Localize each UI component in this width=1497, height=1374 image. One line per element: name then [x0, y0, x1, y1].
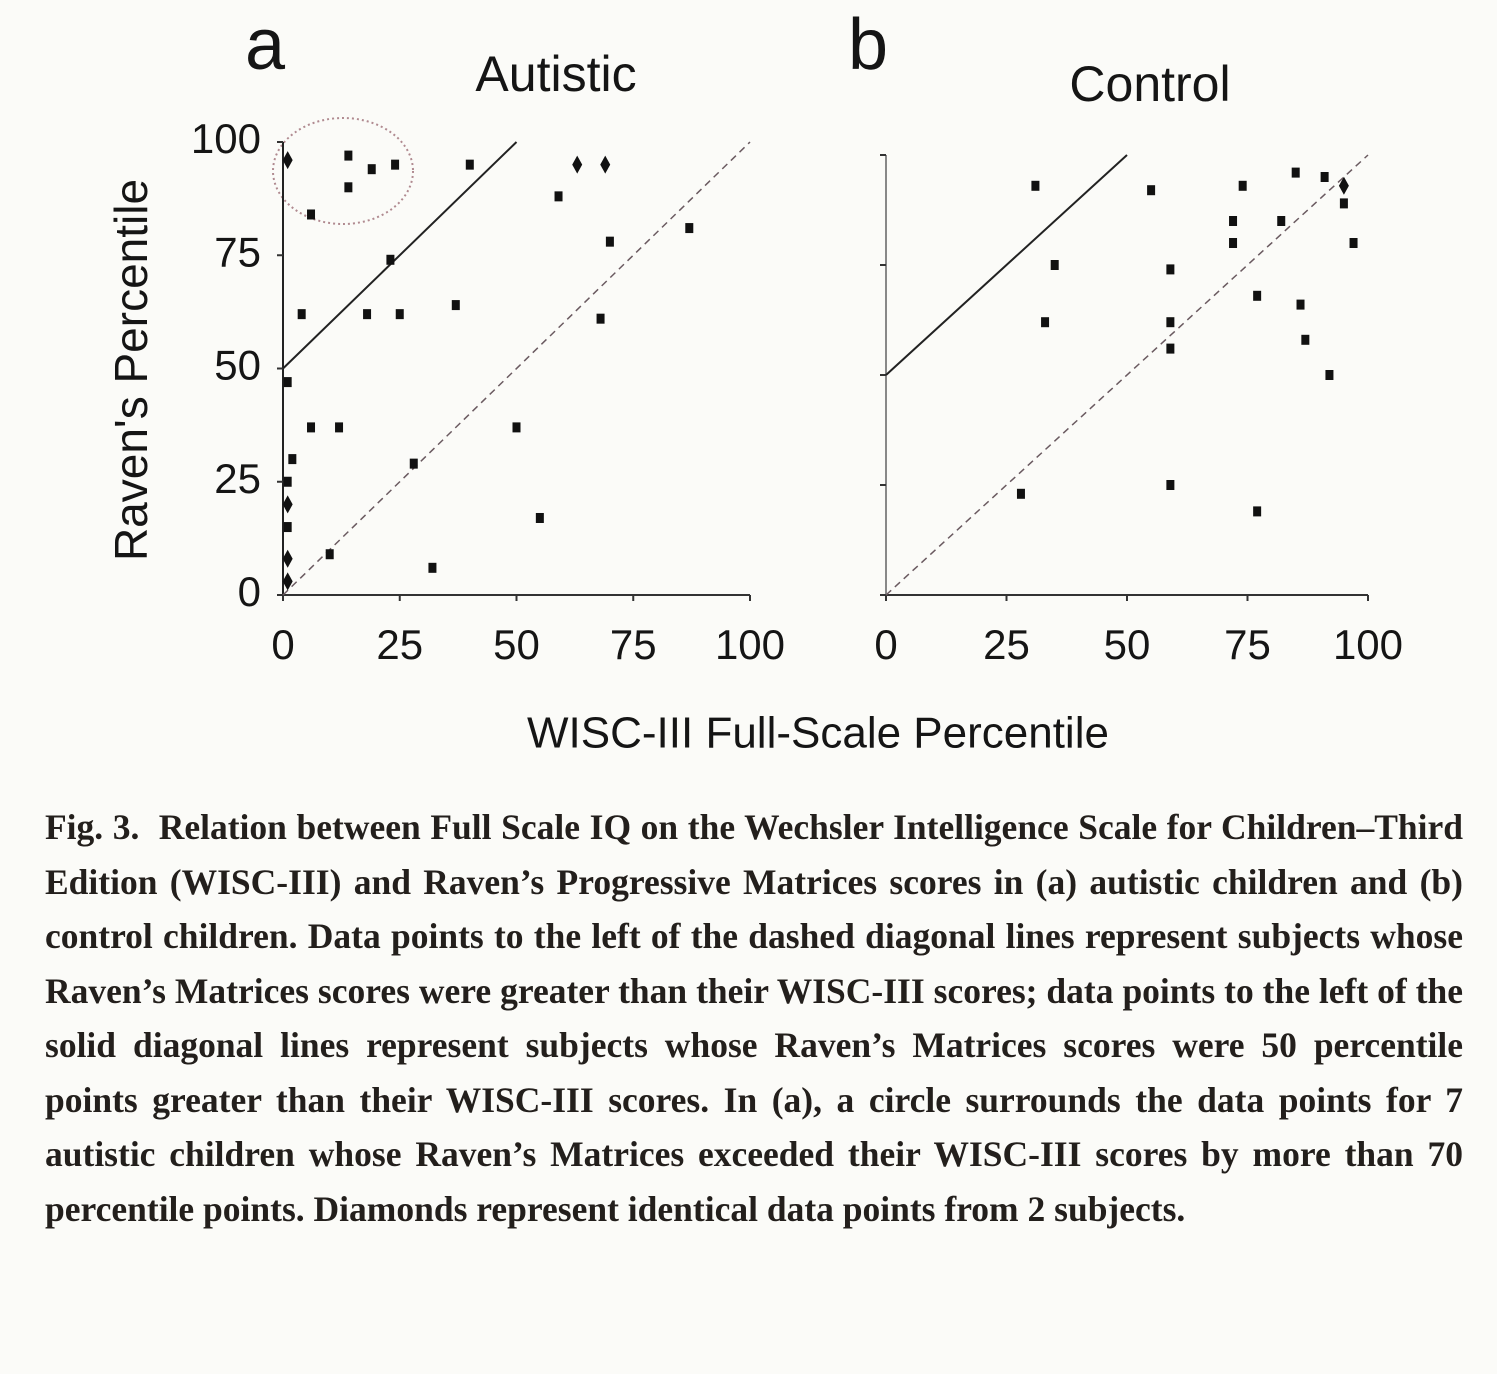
data-point [1301, 334, 1310, 345]
data-point-diamond [282, 495, 293, 514]
x-axis-label: WISC-III Full-Scale Percentile [527, 709, 1109, 758]
data-point [1041, 317, 1050, 328]
reference-line [282, 141, 751, 596]
data-point [1296, 299, 1305, 310]
y-tick-label: 0 [238, 568, 261, 615]
data-point [283, 522, 292, 533]
y-tick-label: 75 [214, 228, 261, 275]
data-point [1031, 180, 1040, 191]
data-point [428, 562, 437, 573]
panel-title: Autistic [475, 46, 636, 102]
figure: Raven's Percentile WISC-III Full-Scale P… [105, 5, 1403, 758]
reference-line [282, 141, 518, 370]
x-tick-label: 0 [271, 621, 294, 668]
data-point [1166, 480, 1175, 490]
data-point [1320, 172, 1329, 182]
caption: Fig. 3. Relation between Full Scale IQ o… [45, 800, 1463, 1236]
y-tick-label: 50 [214, 342, 261, 389]
data-point [1253, 290, 1262, 301]
data-point [367, 164, 376, 175]
data-point [451, 300, 460, 311]
x-tick-label: 0 [874, 621, 897, 668]
data-point [283, 476, 292, 487]
x-tick-label: 25 [376, 621, 423, 668]
data-point [297, 309, 306, 320]
data-point [1229, 238, 1238, 248]
data-point [465, 159, 474, 170]
data-point [1166, 343, 1175, 354]
data-point [307, 422, 316, 433]
caption-label: Fig. 3. [45, 807, 140, 847]
y-tick-label: 100 [191, 115, 261, 162]
data-point [288, 454, 297, 465]
data-point [512, 422, 521, 433]
data-point [363, 309, 372, 320]
data-point [1147, 185, 1156, 196]
x-tick-label: 100 [715, 621, 785, 668]
data-point [325, 549, 334, 560]
panel-label: a [245, 5, 286, 85]
x-tick-label: 50 [1104, 621, 1151, 668]
x-tick-label: 75 [1224, 621, 1271, 668]
data-point [1291, 167, 1300, 178]
x-tick-label: 50 [493, 621, 540, 668]
data-point [1016, 488, 1025, 499]
data-point [307, 209, 316, 220]
data-point-diamond [600, 155, 611, 174]
data-point [335, 422, 344, 433]
data-point-diamond [572, 155, 583, 174]
caption-text: Relation between Full Scale IQ on the We… [45, 807, 1464, 1229]
data-point [283, 377, 292, 388]
data-point [1277, 216, 1286, 226]
data-point [1166, 264, 1175, 275]
data-point [1166, 317, 1175, 328]
data-point [391, 159, 400, 170]
panel-title: Control [1069, 56, 1230, 112]
data-point [1349, 238, 1358, 248]
data-point [395, 309, 404, 320]
highlight-circle [272, 117, 414, 225]
data-point [1238, 180, 1247, 191]
x-tick-label: 75 [610, 621, 657, 668]
data-point [535, 512, 544, 523]
reference-line [885, 154, 1128, 376]
data-point [1253, 506, 1262, 517]
data-point-diamond [1338, 176, 1349, 195]
data-point [386, 254, 395, 265]
data-point [605, 236, 614, 247]
data-point [554, 191, 563, 202]
data-point-diamond [282, 572, 293, 591]
data-point-diamond [282, 549, 293, 568]
data-point-diamond [282, 151, 293, 170]
data-point [344, 182, 353, 193]
data-point [685, 223, 694, 234]
panel-label: b [848, 5, 888, 85]
data-point [1325, 370, 1334, 380]
y-axis-label: Raven's Percentile [105, 179, 157, 561]
data-point [1050, 260, 1059, 270]
x-tick-label: 25 [983, 621, 1030, 668]
data-point [1339, 198, 1348, 209]
data-point [596, 313, 605, 324]
data-point [1229, 216, 1238, 226]
x-tick-label: 100 [1333, 621, 1403, 668]
y-tick-label: 25 [214, 455, 261, 502]
reference-line [885, 154, 1369, 596]
data-point [344, 150, 353, 161]
data-point [409, 458, 418, 469]
